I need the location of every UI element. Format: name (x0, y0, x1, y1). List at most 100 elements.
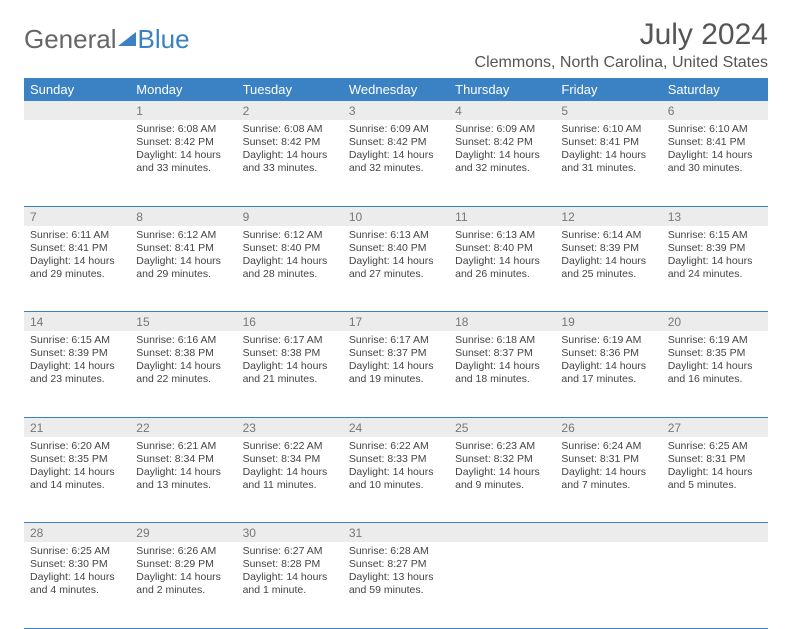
day-cell: Sunrise: 6:14 AMSunset: 8:39 PMDaylight:… (555, 226, 661, 312)
daynum-row: 28293031 (24, 523, 768, 543)
daylight-line: Daylight: 14 hours and 27 minutes. (349, 255, 443, 281)
daynum-row: 78910111213 (24, 206, 768, 226)
daynum-cell: 5 (555, 101, 661, 120)
day-cell-body: Sunrise: 6:16 AMSunset: 8:38 PMDaylight:… (136, 334, 230, 387)
day-cell-body: Sunrise: 6:24 AMSunset: 8:31 PMDaylight:… (561, 440, 655, 493)
daynum-cell: 14 (24, 312, 130, 332)
day-cell: Sunrise: 6:08 AMSunset: 8:42 PMDaylight:… (237, 120, 343, 206)
daynum-cell: 31 (343, 523, 449, 543)
day-cell: Sunrise: 6:13 AMSunset: 8:40 PMDaylight:… (343, 226, 449, 312)
day-cell (449, 542, 555, 628)
sunrise-line: Sunrise: 6:17 AM (243, 334, 337, 347)
sunset-line: Sunset: 8:40 PM (455, 242, 549, 255)
day-cell (662, 542, 768, 628)
sunset-line: Sunset: 8:38 PM (136, 347, 230, 360)
day-cell-body: Sunrise: 6:19 AMSunset: 8:35 PMDaylight:… (668, 334, 762, 387)
daynum-cell: 2 (237, 101, 343, 120)
sunset-line: Sunset: 8:34 PM (136, 453, 230, 466)
day-cell-body: Sunrise: 6:25 AMSunset: 8:31 PMDaylight:… (668, 440, 762, 493)
sunrise-line: Sunrise: 6:25 AM (30, 545, 124, 558)
day-cell-body: Sunrise: 6:14 AMSunset: 8:39 PMDaylight:… (561, 229, 655, 282)
day-cell: Sunrise: 6:21 AMSunset: 8:34 PMDaylight:… (130, 437, 236, 523)
daylight-line: Daylight: 14 hours and 19 minutes. (349, 360, 443, 386)
sunset-line: Sunset: 8:35 PM (30, 453, 124, 466)
day-cell: Sunrise: 6:22 AMSunset: 8:33 PMDaylight:… (343, 437, 449, 523)
day-cell-body: Sunrise: 6:13 AMSunset: 8:40 PMDaylight:… (455, 229, 549, 282)
daynum-cell (449, 523, 555, 543)
daynum-cell (662, 523, 768, 543)
day-cell-body: Sunrise: 6:11 AMSunset: 8:41 PMDaylight:… (30, 229, 124, 282)
sunset-line: Sunset: 8:42 PM (243, 136, 337, 149)
day-cell: Sunrise: 6:09 AMSunset: 8:42 PMDaylight:… (343, 120, 449, 206)
day-cell: Sunrise: 6:26 AMSunset: 8:29 PMDaylight:… (130, 542, 236, 628)
day-cell: Sunrise: 6:10 AMSunset: 8:41 PMDaylight:… (662, 120, 768, 206)
day-cell: Sunrise: 6:15 AMSunset: 8:39 PMDaylight:… (24, 331, 130, 417)
day-cell-body: Sunrise: 6:15 AMSunset: 8:39 PMDaylight:… (30, 334, 124, 387)
sunset-line: Sunset: 8:39 PM (668, 242, 762, 255)
sunset-line: Sunset: 8:36 PM (561, 347, 655, 360)
day-cell-body: Sunrise: 6:09 AMSunset: 8:42 PMDaylight:… (349, 123, 443, 176)
day-cell: Sunrise: 6:19 AMSunset: 8:35 PMDaylight:… (662, 331, 768, 417)
daynum-cell: 1 (130, 101, 236, 120)
day-cell-body: Sunrise: 6:23 AMSunset: 8:32 PMDaylight:… (455, 440, 549, 493)
brand-blue: Blue (138, 24, 190, 55)
sunset-line: Sunset: 8:39 PM (561, 242, 655, 255)
daylight-line: Daylight: 14 hours and 9 minutes. (455, 466, 549, 492)
daynum-cell: 20 (662, 312, 768, 332)
daynum-row: 123456 (24, 101, 768, 120)
sunset-line: Sunset: 8:41 PM (136, 242, 230, 255)
daynum-cell: 12 (555, 206, 661, 226)
day-cell-body: Sunrise: 6:09 AMSunset: 8:42 PMDaylight:… (455, 123, 549, 176)
day-cell: Sunrise: 6:25 AMSunset: 8:30 PMDaylight:… (24, 542, 130, 628)
sunrise-line: Sunrise: 6:18 AM (455, 334, 549, 347)
day-cell-body: Sunrise: 6:22 AMSunset: 8:34 PMDaylight:… (243, 440, 337, 493)
weekday-header: Tuesday (237, 78, 343, 101)
daylight-line: Daylight: 14 hours and 26 minutes. (455, 255, 549, 281)
sunrise-line: Sunrise: 6:14 AM (561, 229, 655, 242)
sunset-line: Sunset: 8:31 PM (668, 453, 762, 466)
sunrise-line: Sunrise: 6:11 AM (30, 229, 124, 242)
daylight-line: Daylight: 14 hours and 7 minutes. (561, 466, 655, 492)
day-cell-body: Sunrise: 6:26 AMSunset: 8:29 PMDaylight:… (136, 545, 230, 598)
sunrise-line: Sunrise: 6:23 AM (455, 440, 549, 453)
day-cell-body: Sunrise: 6:28 AMSunset: 8:27 PMDaylight:… (349, 545, 443, 598)
sunrise-line: Sunrise: 6:15 AM (30, 334, 124, 347)
sunrise-line: Sunrise: 6:10 AM (668, 123, 762, 136)
day-cell-body: Sunrise: 6:20 AMSunset: 8:35 PMDaylight:… (30, 440, 124, 493)
sunset-line: Sunset: 8:42 PM (349, 136, 443, 149)
day-cell-body: Sunrise: 6:12 AMSunset: 8:40 PMDaylight:… (243, 229, 337, 282)
daynum-cell: 19 (555, 312, 661, 332)
weekday-header: Thursday (449, 78, 555, 101)
daylight-line: Daylight: 14 hours and 13 minutes. (136, 466, 230, 492)
weekday-header: Sunday (24, 78, 130, 101)
daylight-line: Daylight: 14 hours and 31 minutes. (561, 149, 655, 175)
daynum-cell: 6 (662, 101, 768, 120)
daynum-cell: 13 (662, 206, 768, 226)
day-cell-body: Sunrise: 6:12 AMSunset: 8:41 PMDaylight:… (136, 229, 230, 282)
sunrise-line: Sunrise: 6:16 AM (136, 334, 230, 347)
daynum-cell: 27 (662, 417, 768, 437)
daynum-cell: 10 (343, 206, 449, 226)
day-cell: Sunrise: 6:15 AMSunset: 8:39 PMDaylight:… (662, 226, 768, 312)
daylight-line: Daylight: 14 hours and 1 minute. (243, 571, 337, 597)
daynum-cell: 17 (343, 312, 449, 332)
daylight-line: Daylight: 14 hours and 30 minutes. (668, 149, 762, 175)
sunset-line: Sunset: 8:33 PM (349, 453, 443, 466)
daylight-line: Daylight: 14 hours and 4 minutes. (30, 571, 124, 597)
sunset-line: Sunset: 8:38 PM (243, 347, 337, 360)
daynum-cell: 22 (130, 417, 236, 437)
sunset-line: Sunset: 8:29 PM (136, 558, 230, 571)
daylight-line: Daylight: 14 hours and 33 minutes. (243, 149, 337, 175)
sunrise-line: Sunrise: 6:15 AM (668, 229, 762, 242)
day-cell: Sunrise: 6:18 AMSunset: 8:37 PMDaylight:… (449, 331, 555, 417)
daylight-line: Daylight: 14 hours and 11 minutes. (243, 466, 337, 492)
sunset-line: Sunset: 8:41 PM (30, 242, 124, 255)
daylight-line: Daylight: 14 hours and 29 minutes. (30, 255, 124, 281)
sunrise-line: Sunrise: 6:09 AM (455, 123, 549, 136)
sunset-line: Sunset: 8:41 PM (668, 136, 762, 149)
sail-icon (118, 32, 136, 46)
sunrise-line: Sunrise: 6:08 AM (136, 123, 230, 136)
day-cell: Sunrise: 6:08 AMSunset: 8:42 PMDaylight:… (130, 120, 236, 206)
daylight-line: Daylight: 14 hours and 33 minutes. (136, 149, 230, 175)
sunrise-line: Sunrise: 6:21 AM (136, 440, 230, 453)
